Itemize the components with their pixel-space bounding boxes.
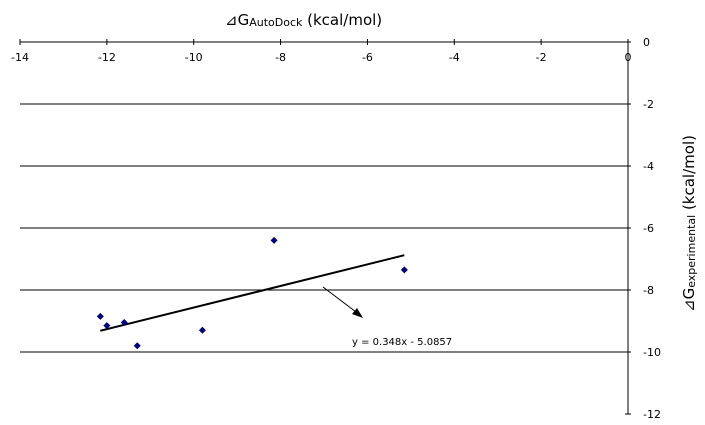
trendline-group [100,254,405,332]
x-tick-label: -14 [11,51,29,64]
data-points [96,236,408,350]
x-tick-label: -10 [185,51,203,64]
trendline [100,254,405,332]
y-tick-label: -4 [643,160,654,173]
y-axis-title: ⊿Gexperimental (kcal/mol) [680,135,698,312]
trendline-equation: y = 0.348x - 5.0857 [352,337,452,348]
x-tick-label: -2 [536,51,547,64]
data-point [103,322,111,330]
x-axis-title: ⊿GAutoDock (kcal/mol) [225,11,382,29]
equation-arrow [322,286,361,316]
x-tick-label: -12 [98,51,116,64]
data-point [120,319,128,327]
y-tick-label: -10 [643,346,661,359]
x-tick-label: -8 [275,51,286,64]
y-tick-label: -2 [643,98,654,111]
y-tick-label: -8 [643,284,654,297]
x-tick-label: -4 [449,51,460,64]
y-tick-label: -12 [643,408,661,421]
data-point [133,342,141,350]
data-point [400,266,408,274]
data-point [270,236,278,244]
y-axis: 0 -2 -4 -6 -8 -10 -12 [625,36,661,421]
y-tick-label: 0 [643,36,650,49]
data-point [198,326,206,334]
gridlines [20,103,628,353]
data-point [96,312,104,320]
x-axis: -14-12-10-8-6-4-20 [11,39,632,64]
y-tick-label: -6 [643,222,654,235]
equation-arrowhead [352,308,363,318]
x-tick-label: -6 [362,51,373,64]
